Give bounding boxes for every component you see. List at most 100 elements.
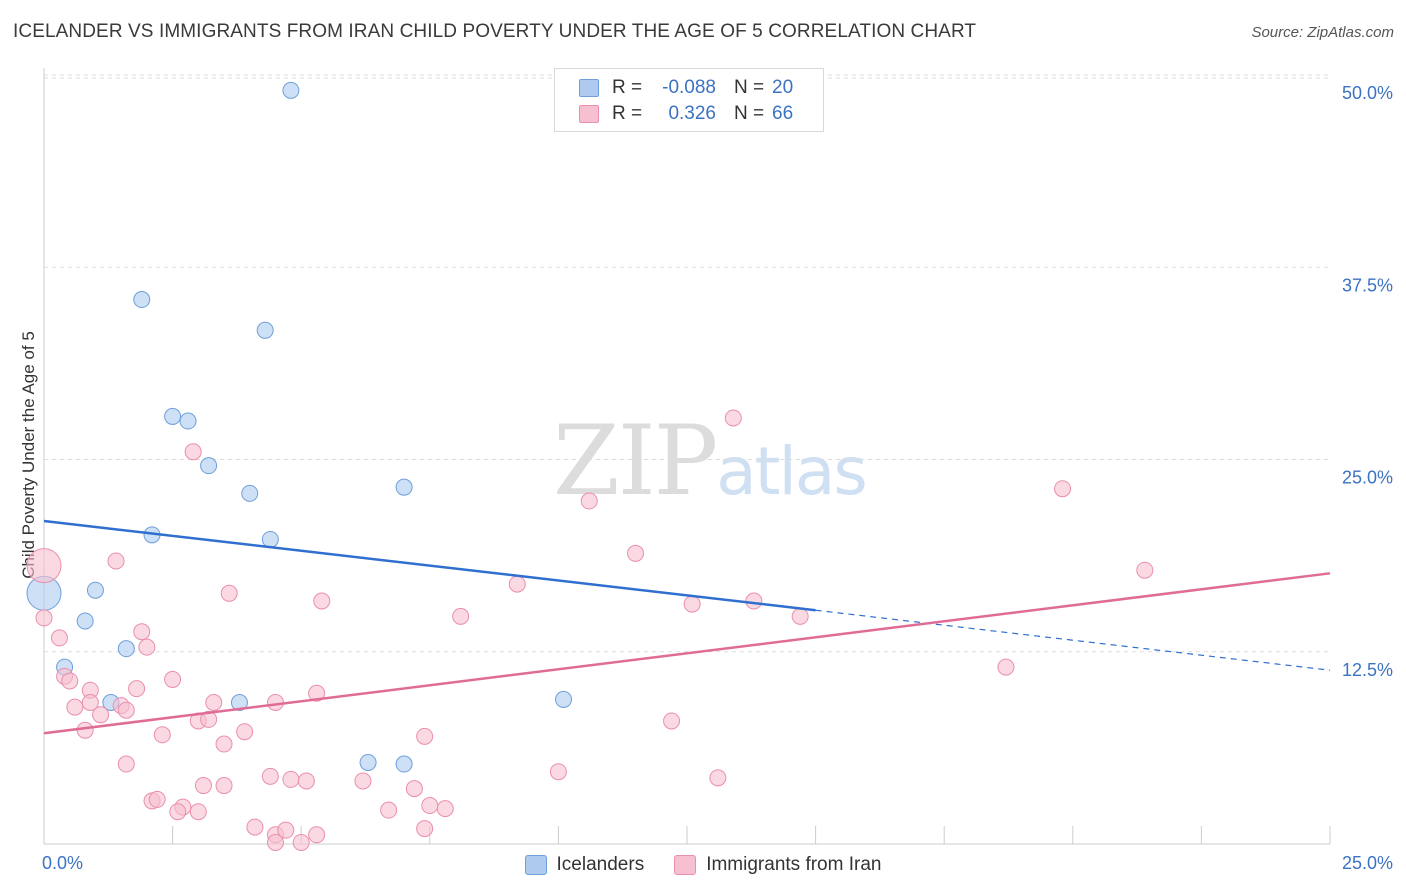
icelander-point	[76, 612, 94, 630]
iran-point	[153, 726, 171, 744]
legend-r-label: R =	[612, 103, 643, 124]
iran-point	[313, 592, 331, 610]
source-label: Source: ZipAtlas.com	[1251, 24, 1394, 41]
iran-point	[246, 818, 264, 836]
iran-point	[405, 780, 423, 798]
y-tick-label: 25.0%	[1342, 468, 1393, 488]
iran-point	[308, 826, 326, 844]
iran-point	[220, 584, 238, 602]
legend-n-value: 20	[772, 77, 794, 98]
series-legend-label: Icelanders	[556, 854, 645, 875]
iran-point	[436, 800, 454, 818]
iran-point	[184, 443, 202, 461]
iran-point	[92, 706, 110, 724]
series-legend: Icelanders Immigrants from Iran	[0, 852, 1406, 878]
iran-point	[50, 629, 68, 647]
iran-point	[133, 623, 151, 641]
iran-point	[354, 772, 372, 790]
iran-point	[416, 727, 434, 745]
icelander-point	[117, 640, 135, 658]
legend-swatch-blue	[579, 79, 599, 97]
legend-r-value: 0.326	[668, 103, 716, 124]
iran-point	[236, 723, 254, 741]
iran-trend-line	[43, 572, 1331, 735]
icelander-point	[555, 690, 573, 708]
iran-point	[277, 821, 295, 839]
y-tick-label: 50.0%	[1342, 83, 1393, 103]
iran-point	[282, 770, 300, 788]
icelander-point	[395, 478, 413, 496]
x-tick-label: 25.0%	[1342, 853, 1393, 873]
series-legend-icelanders: Icelanders	[524, 854, 645, 876]
iran-point	[745, 592, 763, 610]
iran-point	[215, 777, 233, 795]
icelander-point	[133, 291, 151, 309]
series-legend-iran: Immigrants from Iran	[674, 854, 881, 876]
iran-point	[138, 638, 156, 656]
x-tick-label: 0.0%	[42, 853, 83, 873]
iran-point	[724, 409, 742, 427]
icelander-trend-extension	[815, 609, 1331, 671]
legend-row-iran: R = 0.326 N = 66	[579, 101, 793, 127]
iran-point	[1054, 480, 1072, 498]
icelander-point	[230, 694, 248, 712]
iran-point	[709, 769, 727, 787]
legend-n-label: N =	[734, 77, 765, 98]
icelander-point	[86, 581, 104, 599]
iran-point	[627, 544, 645, 562]
legend-row-icelanders: R = -0.088 N = 20	[579, 75, 793, 101]
iran-point	[663, 712, 681, 730]
iran-point	[200, 710, 218, 728]
iran-point	[580, 492, 598, 510]
iran-point	[421, 797, 439, 815]
iran-point	[148, 790, 166, 808]
chart-title: ICELANDER VS IMMIGRANTS FROM IRAN CHILD …	[13, 21, 977, 42]
iran-point	[164, 670, 182, 688]
iran-point	[194, 777, 212, 795]
icelander-point	[164, 407, 182, 425]
legend-r-value: -0.088	[662, 77, 716, 98]
iran-point	[205, 694, 223, 712]
iran-point	[107, 552, 125, 570]
iran-point	[997, 658, 1015, 676]
iran-point	[266, 833, 284, 851]
series-swatch-blue	[524, 855, 547, 875]
legend-r-label: R =	[612, 77, 643, 98]
iran-point	[61, 672, 79, 690]
icelander-point	[241, 484, 259, 502]
icelander-point	[395, 755, 413, 773]
iran-point	[308, 684, 326, 702]
iran-point	[169, 803, 187, 821]
iran-point	[189, 803, 207, 821]
iran-point	[215, 735, 233, 753]
iran-point	[416, 820, 434, 838]
icelander-point	[179, 412, 197, 430]
legend-swatch-pink	[579, 105, 599, 123]
iran-point	[76, 721, 94, 739]
iran-point	[549, 763, 567, 781]
icelander-point	[282, 81, 300, 99]
iran-point	[35, 609, 53, 627]
iran-point	[117, 701, 135, 719]
series-legend-label: Immigrants from Iran	[706, 854, 882, 875]
series-swatch-pink	[674, 855, 697, 875]
iran-point	[292, 833, 310, 851]
iran-point	[117, 755, 135, 773]
icelander-point	[359, 753, 377, 771]
iran-point	[26, 548, 62, 584]
iran-point	[791, 607, 809, 625]
correlation-legend: R = -0.088 N = 20 R = 0.326 N = 66	[554, 68, 824, 132]
iran-point	[266, 694, 284, 712]
iran-point	[297, 772, 315, 790]
legend-n-value: 66	[772, 103, 794, 124]
iran-point	[683, 595, 701, 613]
iran-point	[1136, 561, 1154, 579]
iran-point	[261, 767, 279, 785]
icelander-trend-line	[43, 519, 816, 612]
y-tick-label: 12.5%	[1342, 660, 1393, 680]
iran-point	[380, 801, 398, 819]
legend-n-label: N =	[734, 103, 765, 124]
iran-point	[128, 680, 146, 698]
icelander-point	[261, 530, 279, 548]
